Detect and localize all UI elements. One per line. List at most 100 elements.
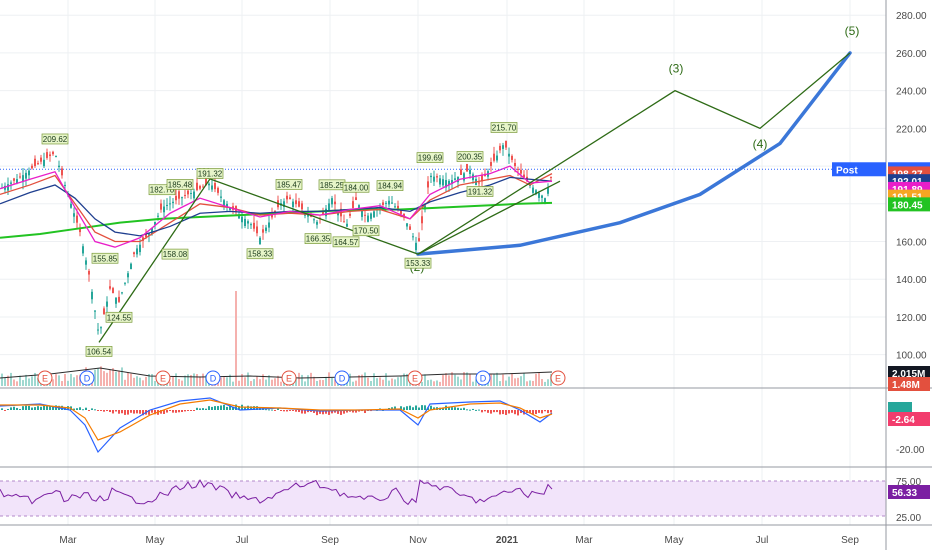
candle-body	[334, 201, 336, 205]
candle-body	[199, 186, 201, 189]
candle-body	[127, 273, 129, 278]
macd-histogram-bar	[466, 409, 468, 411]
macd-histogram-bar	[547, 410, 549, 414]
price-label: 184.00	[344, 183, 369, 192]
volume-bar	[121, 367, 123, 386]
price-label: 170.50	[354, 227, 379, 236]
candle-body	[241, 216, 243, 223]
price-label-box	[352, 225, 380, 237]
volume-bar	[463, 372, 465, 386]
price-label-box	[166, 179, 194, 190]
volume-bar	[58, 375, 60, 386]
candle-body	[19, 176, 21, 178]
ma-tag: 180.45	[892, 200, 923, 211]
candle-body	[439, 178, 441, 185]
price-label-box	[246, 248, 274, 260]
volume-bar	[541, 379, 543, 386]
volume-bar	[184, 375, 186, 386]
volume-bar	[115, 371, 117, 386]
price-tags: Post198.31198.27192.01191.89191.51180.45…	[832, 162, 930, 499]
macd-histogram-bar	[469, 409, 471, 411]
macd-histogram-bar	[532, 410, 534, 415]
candle-body	[103, 308, 105, 315]
candle-body	[406, 223, 408, 227]
volume-tag-bg	[888, 366, 930, 380]
candle-body	[415, 242, 417, 251]
volume-bar	[298, 372, 300, 386]
macd-histogram-bar	[28, 405, 30, 410]
volume-bar	[268, 375, 270, 386]
volume-bar	[223, 377, 225, 386]
volume-bar	[433, 381, 435, 386]
candle-body	[76, 215, 78, 223]
candle-body	[223, 200, 225, 207]
price-tick-label: 140.00	[896, 275, 927, 286]
candle-body	[361, 210, 363, 217]
macd-histogram-bar	[322, 410, 324, 415]
candle-body	[178, 191, 180, 199]
volume-bar	[196, 374, 198, 386]
volume-bar	[244, 377, 246, 386]
macd-histogram-bar	[301, 410, 303, 414]
macd-histogram-bar	[178, 410, 180, 413]
elliott-wave-path	[98, 52, 851, 343]
macd-histogram-bar	[505, 410, 507, 415]
volume-bar	[529, 380, 531, 386]
macd-histogram-bar	[274, 410, 276, 411]
event-marker-letter: E	[555, 374, 561, 384]
macd-histogram-bar	[130, 410, 132, 413]
candle-body	[511, 155, 513, 160]
candle-body	[37, 163, 39, 165]
macd-histogram-bar	[400, 406, 402, 410]
macd-histogram-bar	[313, 410, 315, 413]
rsi-tick-label: 75.00	[896, 477, 921, 488]
candle-body	[541, 195, 543, 198]
macd-histogram-bar	[163, 410, 165, 414]
volume-bar	[520, 376, 522, 386]
volume-bar	[547, 379, 549, 386]
candle-body	[58, 165, 60, 168]
candle-body	[28, 170, 30, 176]
volume-bar	[361, 374, 363, 386]
candle-body	[469, 169, 471, 174]
volume-bar	[10, 372, 12, 386]
volume-bar	[250, 381, 252, 386]
macd-histogram-bar	[355, 410, 357, 413]
price-label-box	[41, 133, 69, 145]
macd-histogram-bar	[394, 406, 396, 410]
macd-histogram-bar	[286, 410, 288, 412]
macd-histogram-bar	[421, 405, 423, 410]
event-marker-letter: D	[480, 374, 487, 384]
volume-bar	[388, 380, 390, 386]
volume-bar	[199, 376, 201, 386]
macd-histogram-bar	[40, 406, 42, 410]
candle-body	[550, 176, 552, 178]
candle-body	[346, 223, 348, 227]
candle-body	[268, 222, 270, 228]
macd-histogram-bar	[34, 407, 36, 410]
volume-bar	[502, 374, 504, 386]
candle-body	[118, 296, 120, 302]
price-label: 200.35	[458, 153, 483, 162]
macd-histogram-bar	[484, 410, 486, 412]
volume-bar	[349, 373, 351, 386]
macd-histogram-bar	[154, 410, 156, 415]
macd-histogram-bar	[460, 408, 462, 410]
volume-bar	[310, 372, 312, 386]
volume-bar	[535, 373, 537, 386]
volume-bar	[385, 373, 387, 386]
macd-histogram-bar	[496, 410, 498, 413]
volume-bar	[94, 369, 96, 386]
price-label-box	[275, 179, 303, 190]
macd-histogram-bar	[4, 410, 6, 411]
event-marker-letter: D	[84, 374, 91, 384]
macd-histogram-bar	[325, 410, 327, 414]
macd-histogram-bar	[46, 405, 48, 410]
macd-histogram-bar	[52, 406, 54, 410]
macd-histogram-bar	[244, 406, 246, 410]
candle-body	[25, 172, 27, 179]
price-tick-label: 100.00	[896, 351, 927, 362]
event-marker	[37, 370, 53, 386]
volume-bar	[256, 376, 258, 386]
